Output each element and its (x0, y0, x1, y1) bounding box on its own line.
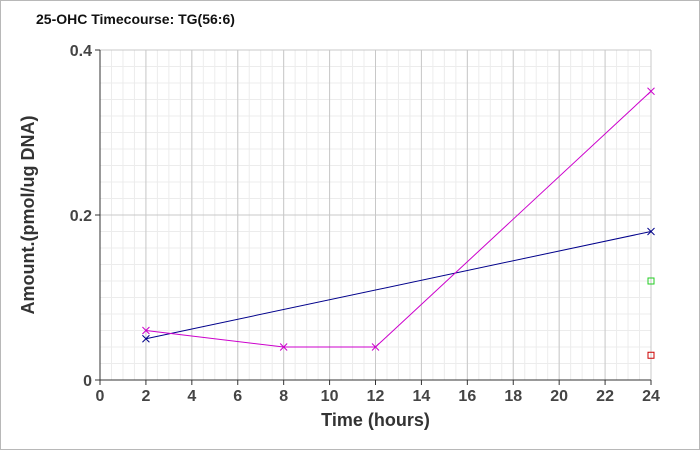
data-point-x-marker (371, 343, 380, 351)
data-point-x-marker (279, 343, 288, 351)
x-tick-label: 24 (642, 388, 660, 405)
x-tick-label: 0 (96, 388, 105, 405)
chart-title: 25-OHC Timecourse: TG(56:6) (36, 11, 235, 27)
series-line (145, 231, 652, 340)
series-2 (142, 87, 655, 351)
data-point-x-marker (647, 87, 655, 96)
x-tick-label: 16 (458, 388, 476, 405)
x-tick-label: 6 (233, 388, 242, 405)
data-point-x-marker (142, 326, 150, 335)
marker-stroke (142, 326, 150, 335)
series-line (145, 90, 652, 348)
x-tick-label: 10 (321, 388, 339, 405)
data-point-square-marker (647, 351, 655, 359)
x-tick-label: 2 (141, 388, 150, 405)
y-tick-label: 0.2 (70, 208, 92, 225)
x-axis-label: Time (hours) (321, 410, 430, 430)
marker-stroke (371, 343, 380, 351)
x-tick-label: 20 (550, 388, 568, 405)
data-point-x-marker (647, 227, 655, 236)
x-tick-label: 18 (504, 388, 522, 405)
y-axis-label: Amount.(pmol/ug DNA) (18, 116, 38, 315)
marker-stroke (142, 334, 150, 343)
x-tick-label: 14 (413, 388, 431, 405)
x-tick-label: 4 (187, 388, 196, 405)
series-4 (647, 351, 655, 359)
x-tick-label: 22 (596, 388, 614, 405)
x-tick-label: 8 (279, 388, 288, 405)
data-series (142, 87, 655, 359)
data-point-square-marker (647, 277, 655, 285)
x-tick-label: 12 (367, 388, 385, 405)
data-point-x-marker (142, 334, 150, 343)
marker-stroke (279, 343, 288, 351)
axes (95, 49, 652, 385)
series-1 (142, 227, 655, 343)
y-tick-label: 0.4 (70, 43, 92, 60)
y-tick-label: 0 (83, 373, 92, 390)
series-3 (647, 277, 655, 285)
marker-stroke (647, 87, 655, 96)
marker-stroke (647, 227, 655, 236)
